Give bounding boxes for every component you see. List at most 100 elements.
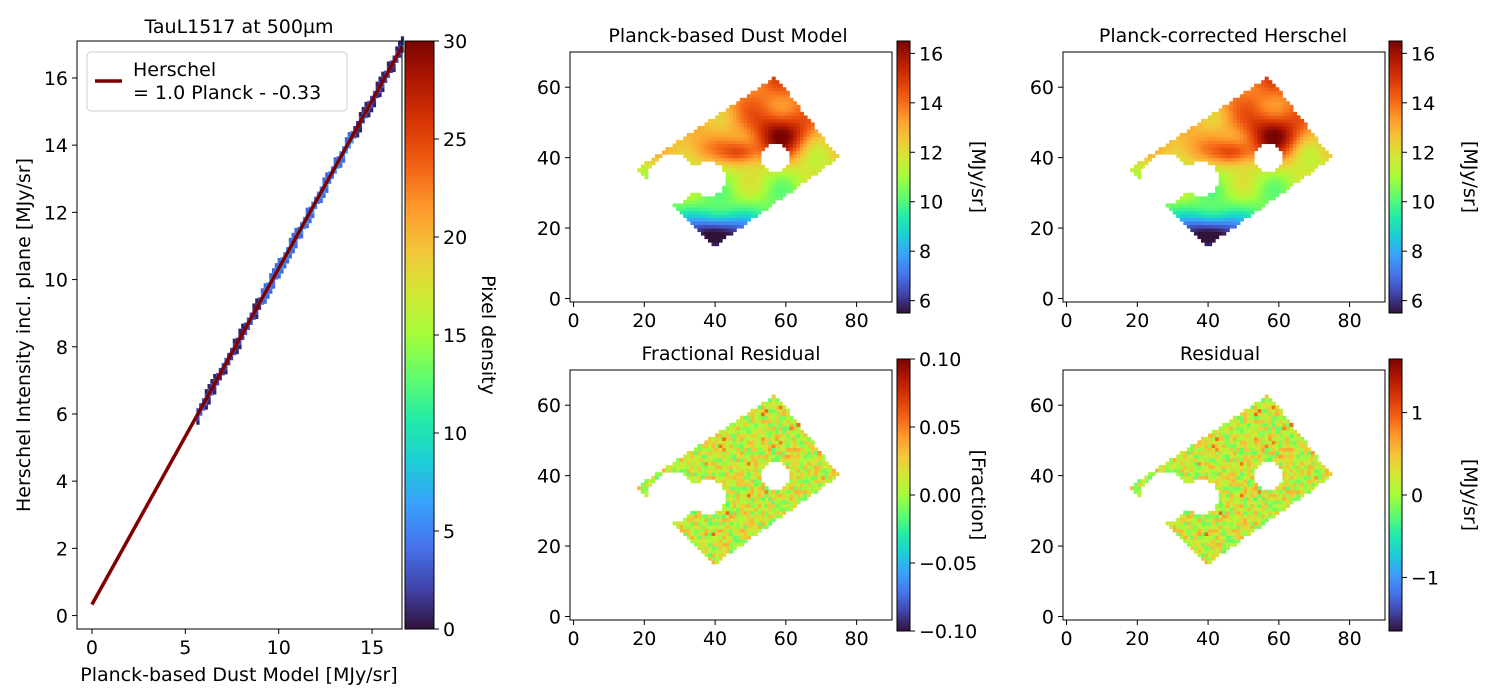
map-pixel [1275,115,1280,120]
histogram-cell [274,275,278,280]
map-pixel [732,468,737,473]
map-pixel [831,157,836,162]
map-pixel [1264,426,1269,431]
map-pixel [1204,210,1209,215]
map-pixel [1278,125,1283,130]
map-pixel [746,496,751,501]
map-pixel [1254,419,1259,424]
histogram-cell [333,157,337,162]
plot-frame [569,369,893,621]
x-tick-label: 10 [267,637,291,659]
map-pixel [796,500,801,505]
map-pixel [711,132,716,138]
map-pixel [743,210,748,215]
histogram-cell [333,169,337,174]
map-pixel [1201,553,1206,558]
map-pixel [1208,122,1213,127]
map-pixel [718,213,723,218]
map-pixel [1278,412,1283,417]
map-pixel [700,468,705,473]
map-pixel [1204,475,1209,480]
map-pixel [1254,517,1259,522]
map-pixel [732,422,737,427]
map-pixel [1183,465,1188,470]
map-pixel [775,97,780,102]
plot-frame [1062,369,1386,621]
map-pixel [1176,521,1181,526]
map-pixel [1250,90,1255,95]
map-pixel [700,231,705,236]
map-pixel [715,461,720,466]
map-pixel [736,507,741,512]
map-pixel [792,178,797,183]
map-pixel [697,510,702,515]
map-pixel [732,108,737,113]
map-pixel [1193,521,1198,526]
map-pixel [711,465,716,470]
map-pixel [1211,210,1216,215]
map-pixel [743,475,748,480]
map-pixel [1158,147,1163,152]
map-pixel [1293,472,1298,477]
map-pixel [1271,426,1276,431]
map-pixel [1268,115,1273,120]
map-pixel [1261,493,1266,498]
map-pixel [1218,443,1223,448]
map-pixel [757,500,762,505]
map-pixel [1208,210,1213,215]
map-pixel [1229,510,1234,515]
map-pixel [1250,150,1255,155]
map-pixel [732,507,737,512]
map-pixel [1289,472,1294,477]
map-pixel [1179,196,1184,201]
map-pixel [764,510,769,515]
map-pixel [1179,528,1184,533]
map-pixel [700,228,705,233]
map-pixel [1257,185,1262,190]
map-pixel [1250,405,1255,410]
map-pixel [761,147,766,152]
map-pixel [700,217,705,222]
map-pixel [1257,454,1262,459]
map-pixel [1193,221,1198,226]
y-tick-label: 40 [537,148,561,170]
map-pixel [739,542,744,547]
map-pixel [1232,221,1237,226]
map-pixel [750,500,755,505]
map-pixel [754,154,759,159]
map-pixel [796,111,801,116]
map-pixel [1215,228,1220,233]
map-pixel [821,147,826,152]
histogram-cell [308,214,312,220]
map-pixel [792,108,797,113]
map-pixel [1285,422,1290,427]
map-pixel [1193,147,1198,152]
map-pixel [708,472,713,477]
x-tick-label: 40 [1196,310,1220,332]
map-pixel [711,524,716,529]
map-pixel [1285,122,1290,127]
map-pixel [1211,521,1216,526]
map-pixel [785,458,790,463]
map-pixel [736,433,741,438]
map-pixel [807,461,812,466]
map-pixel [1293,147,1298,152]
map-pixel [729,542,734,547]
map-pixel [1197,199,1202,204]
map-pixel [704,440,709,445]
map-pixel [757,479,762,484]
map-pixel [718,217,723,222]
map-pixel [739,465,744,470]
map-pixel [711,521,716,526]
map-pixel [1250,154,1255,159]
map-pixel [789,164,794,169]
map-pixel [683,147,688,152]
map-pixel [708,217,713,222]
map-pixel [1285,486,1290,491]
map-pixel [1275,500,1280,505]
map-pixel [1229,503,1234,508]
map-pixel [1278,182,1283,187]
colorbar-tick-label: 6 [1411,291,1423,313]
map-pixel [817,157,822,162]
map-pixel [1239,161,1244,166]
